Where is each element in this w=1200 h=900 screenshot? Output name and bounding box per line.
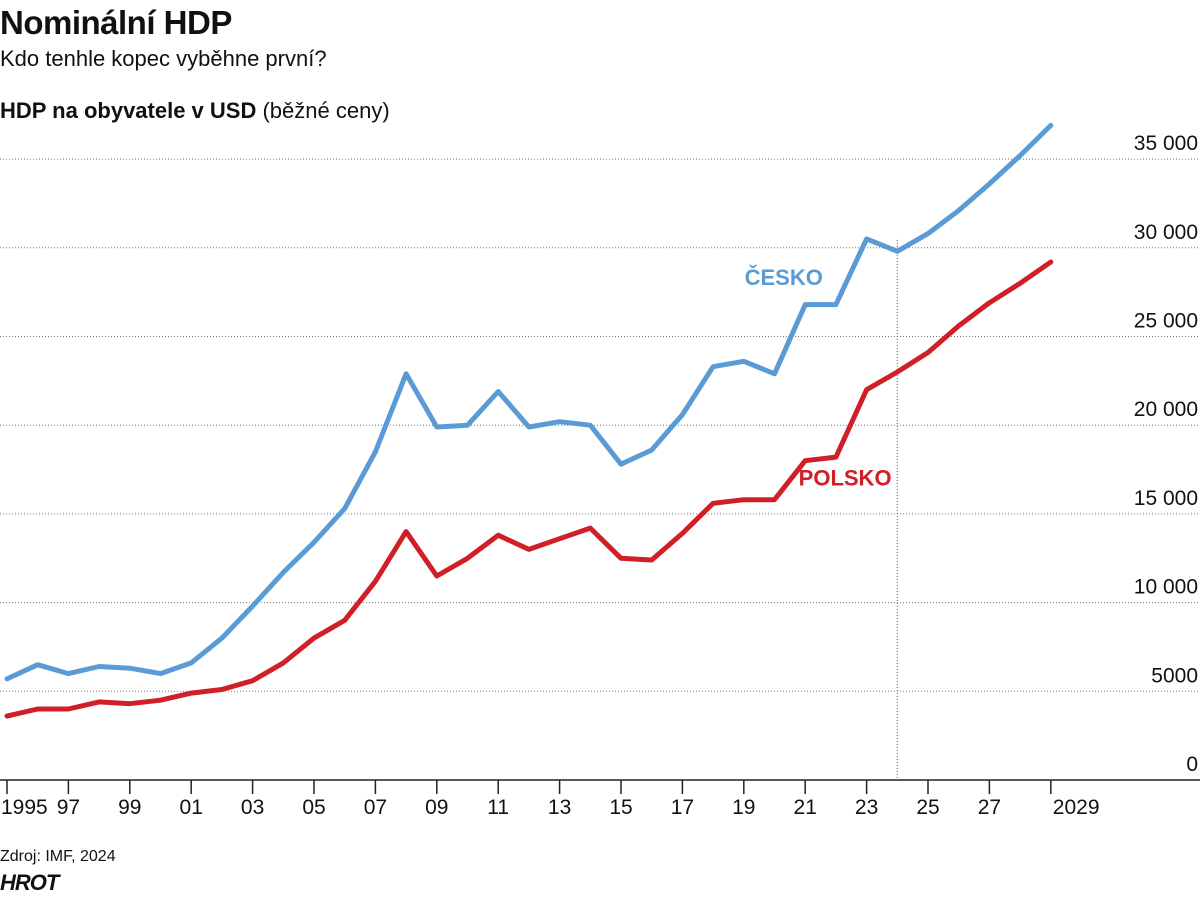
unit-caption-bold: HDP na obyvatele v USD [0, 98, 257, 123]
y-tick-label: 5000 [1151, 664, 1198, 687]
series-label-cesko: ČESKO [745, 265, 823, 290]
unit-caption-rest: (běžné ceny) [256, 98, 390, 123]
x-tick-label: 15 [609, 796, 632, 819]
y-tick-label: 0 [1186, 753, 1198, 776]
series-line-polsko [4, 259, 1054, 719]
x-tick-label: 05 [302, 796, 325, 819]
x-tick-label: 99 [118, 796, 141, 819]
x-tick-label: 21 [794, 796, 817, 819]
series-label-polsko: POLSKO [799, 466, 892, 491]
source-note: Zdroj: IMF, 2024 [0, 848, 116, 865]
series-line-cesko [4, 122, 1054, 682]
x-tick-label: 07 [364, 796, 387, 819]
x-tick-label: 1995 [1, 796, 48, 819]
y-tick-label: 30 000 [1134, 221, 1198, 244]
y-tick-label: 15 000 [1134, 487, 1198, 510]
chart-title: Nominální HDP [0, 4, 232, 41]
x-tick-label: 19 [732, 796, 755, 819]
x-tick-label: 11 [487, 796, 509, 819]
x-tick-label: 03 [241, 796, 264, 819]
brand-logo: HROT [0, 870, 59, 895]
y-tick-label: 35 000 [1134, 132, 1198, 155]
x-tick-label: 09 [425, 796, 448, 819]
x-tick-label: 13 [548, 796, 571, 819]
x-tick-label: 17 [671, 796, 694, 819]
y-tick-label: 20 000 [1134, 398, 1198, 421]
unit-caption: HDP na obyvatele v USD (běžné ceny) [0, 98, 390, 124]
y-tick-label: 25 000 [1134, 310, 1198, 333]
x-tick-label: 97 [57, 796, 80, 819]
x-tick-label: 25 [916, 796, 939, 819]
y-tick-label: 10 000 [1134, 576, 1198, 599]
chart-subtitle: Kdo tenhle kopec vyběhne první? [0, 46, 327, 71]
x-tick-label: 2029 [1053, 796, 1100, 819]
x-tick-label: 27 [978, 796, 1001, 819]
x-tick-label: 23 [855, 796, 878, 819]
x-tick-label: 01 [180, 796, 203, 819]
